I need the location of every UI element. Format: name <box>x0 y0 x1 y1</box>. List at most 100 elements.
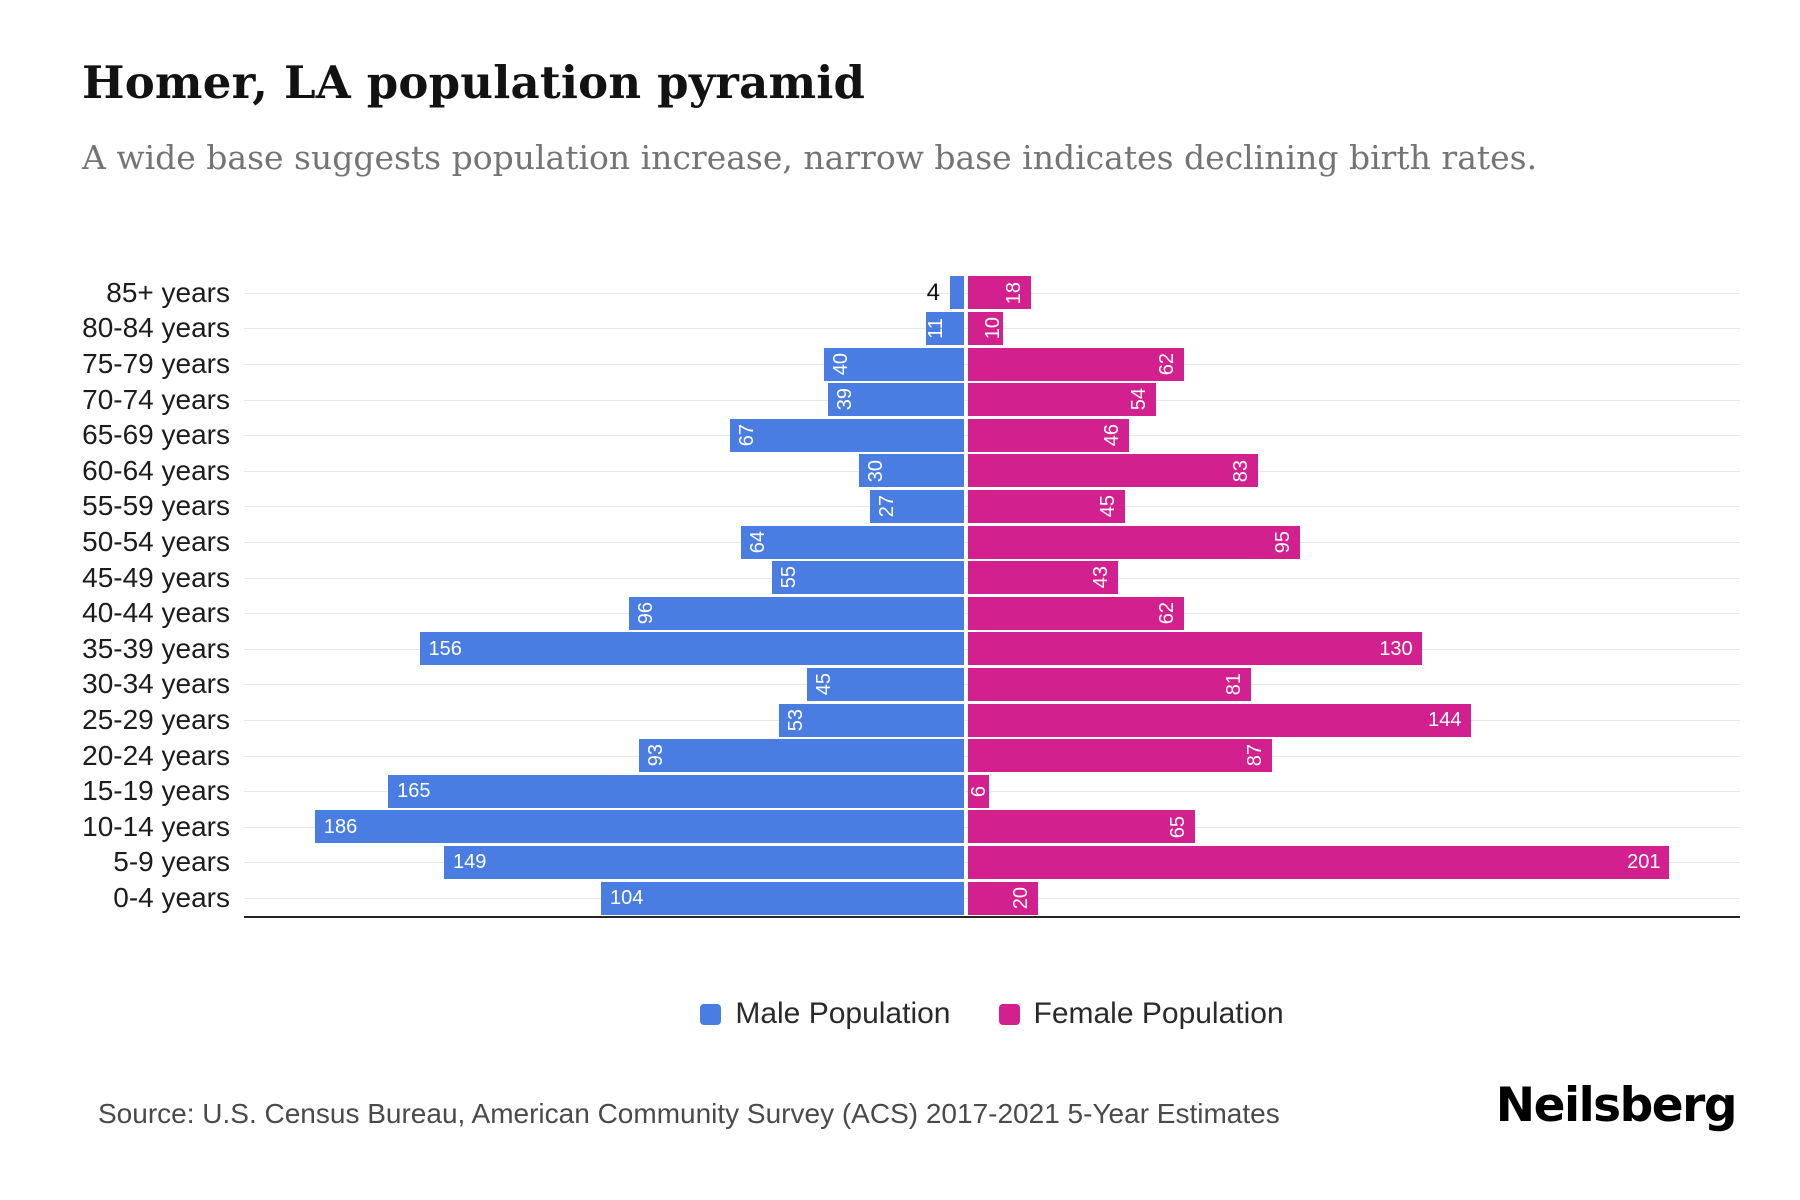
male-bar: 64 <box>740 525 964 559</box>
legend-label-male: Male Population <box>735 997 951 1030</box>
female-bar-value: 65 <box>1166 815 1189 838</box>
female-bar: 95 <box>968 525 1300 559</box>
axis-label-age-group: 75-79 years <box>82 348 230 379</box>
male-bar-value: 165 <box>397 780 431 803</box>
male-bar: 11 <box>924 311 964 345</box>
female-bar: 144 <box>968 703 1471 737</box>
female-bar: 20 <box>968 881 1038 915</box>
axis-label-age-group: 55-59 years <box>82 490 230 522</box>
axis-label-age-group: 45-49 years <box>82 561 230 593</box>
axis-label-age-group: 60-64 years <box>82 454 230 486</box>
legend-item-male[interactable]: Male Population <box>700 997 951 1031</box>
female-bar-value: 81 <box>1222 673 1245 696</box>
male-bar-value: 4 <box>926 279 941 307</box>
male-bar: 30 <box>859 454 964 488</box>
female-bar-value: 62 <box>1156 352 1179 376</box>
x-axis-line <box>244 915 1740 918</box>
male-bar-value: 149 <box>452 851 487 874</box>
female-bar: 130 <box>968 632 1422 666</box>
axis-label-age-group: 35-39 years <box>82 632 230 664</box>
female-bar: 43 <box>968 561 1119 595</box>
male-bar-value: 53 <box>785 708 808 732</box>
male-bar-value: 156 <box>428 637 462 660</box>
male-bar: 96 <box>628 596 964 630</box>
female-bar: 65 <box>968 810 1195 844</box>
female-bar-value: 46 <box>1100 424 1123 447</box>
female-bar-value: 54 <box>1128 388 1151 411</box>
axis-label-age-group: 15-19 years <box>82 775 230 807</box>
axis-label-age-group: 80-84 years <box>82 312 230 344</box>
male-bar: 39 <box>827 383 964 417</box>
female-color-swatch-icon <box>998 1003 1020 1025</box>
male-bar: 67 <box>730 418 964 452</box>
female-bar-value: 130 <box>1379 637 1413 660</box>
axis-label-age-group: 85+ years <box>106 276 230 308</box>
female-bar: 18 <box>968 276 1031 310</box>
page-subtitle: A wide base suggests population increase… <box>82 138 1538 177</box>
legend-item-female[interactable]: Female Population <box>998 997 1284 1031</box>
axis-label-age-group: 40-44 years <box>82 597 230 629</box>
axis-label-age-group: 20-24 years <box>82 739 230 771</box>
male-bar: 149 <box>443 845 964 879</box>
female-bar: 6 <box>967 774 990 808</box>
axis-label-age-group: 5-9 years <box>113 846 230 878</box>
chart-legend: Male Population Female Population <box>244 996 1740 1032</box>
male-bar: 104 <box>601 881 964 915</box>
male-bar-value: 40 <box>830 352 853 376</box>
axis-label-age-group: 65-69 years <box>82 419 230 451</box>
female-bar: 81 <box>968 667 1251 701</box>
male-color-swatch-icon <box>700 1003 722 1025</box>
female-bar-value: 45 <box>1097 495 1120 518</box>
female-bar-value: 83 <box>1229 459 1252 482</box>
axis-label-age-group: 30-34 years <box>82 668 230 700</box>
female-bar-value: 95 <box>1271 530 1294 554</box>
female-bar-value: 43 <box>1090 566 1113 589</box>
male-bar-value: 39 <box>833 388 856 411</box>
source-attribution: Source: U.S. Census Bureau, American Com… <box>98 1098 1280 1129</box>
male-bar-value: 96 <box>634 602 657 625</box>
gridline <box>244 791 1740 793</box>
male-bar-value: 45 <box>812 673 835 696</box>
female-bar: 62 <box>968 347 1185 381</box>
female-bar-value: 144 <box>1428 709 1462 731</box>
male-bar: 156 <box>419 632 964 666</box>
neilsberg-logo: Neilsberg <box>1495 1078 1738 1133</box>
male-bar: 93 <box>639 739 964 773</box>
male-bar: 165 <box>388 774 964 808</box>
female-bar-value: 18 <box>1002 281 1025 304</box>
male-bar: 53 <box>779 703 964 737</box>
male-bar: 27 <box>869 489 964 523</box>
female-bar: 46 <box>968 418 1129 452</box>
male-bar-value: 55 <box>778 566 801 589</box>
female-bar: 62 <box>968 596 1185 630</box>
male-bar-value: 27 <box>875 495 898 518</box>
female-bar: 83 <box>968 454 1258 488</box>
axis-label-age-group: 50-54 years <box>82 526 230 557</box>
female-bar-value: 201 <box>1627 851 1661 874</box>
axis-label-age-group: 10-14 years <box>82 810 230 842</box>
male-bar-value: 186 <box>323 815 358 838</box>
female-bar: 201 <box>968 845 1670 879</box>
male-bar-value: 11 <box>924 318 947 339</box>
male-bar-value: 30 <box>865 459 888 482</box>
male-bar <box>950 276 964 310</box>
male-bar: 55 <box>772 561 964 595</box>
female-bar-value: 20 <box>1009 886 1032 910</box>
female-bar: 54 <box>968 383 1157 417</box>
male-bar: 45 <box>806 667 964 701</box>
male-bar: 186 <box>314 810 964 844</box>
axis-label-age-group: 70-74 years <box>82 383 230 415</box>
axis-label-age-group: 25-29 years <box>82 704 230 735</box>
population-pyramid-chart: 85+ years 4 18 80-84 years 11 10 75-79 years 40… <box>0 275 1800 935</box>
male-bar: 40 <box>824 347 964 381</box>
male-bar-value: 104 <box>610 887 644 909</box>
legend-label-female: Female Population <box>1033 997 1284 1030</box>
female-bar-value: 87 <box>1243 744 1266 767</box>
female-bar: 10 <box>968 311 1004 345</box>
female-bar: 45 <box>968 489 1126 523</box>
female-bar-value: 6 <box>967 785 990 797</box>
page-title: Homer, LA population pyramid <box>82 56 866 109</box>
male-bar-value: 67 <box>736 424 759 447</box>
male-bar-value: 93 <box>645 744 668 767</box>
female-bar: 87 <box>968 739 1272 773</box>
